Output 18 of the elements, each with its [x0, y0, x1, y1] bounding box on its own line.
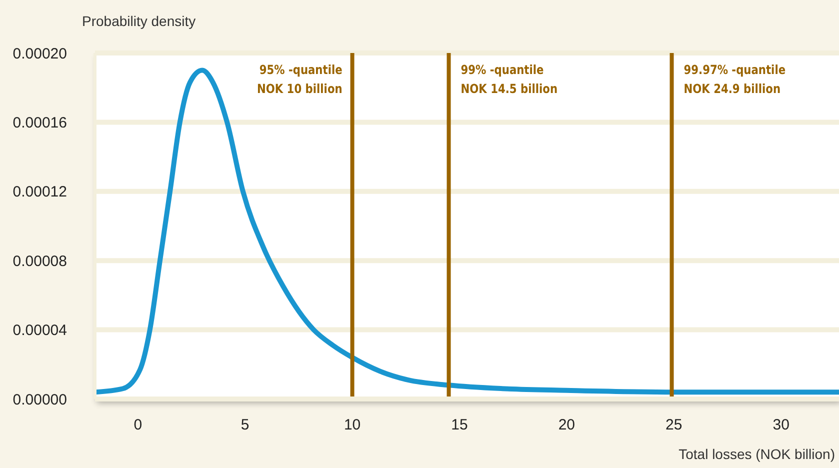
- y-tick-label: 0.00020: [12, 45, 67, 62]
- ref-line-label: 99% -quantile NOK 14.5 billion: [460, 62, 558, 96]
- ref-line-label: 95% -quantile NOK 10 billion: [256, 62, 342, 96]
- x-tick-label: 30: [772, 416, 790, 434]
- x-tick-label: 20: [558, 416, 576, 434]
- y-tick-label: 0.00004: [12, 322, 67, 340]
- x-tick-label: 10: [344, 416, 361, 434]
- y-tick-label: 0.00000: [12, 391, 67, 408]
- x-axis-title: Total losses (NOK billion): [678, 446, 835, 462]
- y-tick-label: 0.00008: [12, 252, 67, 270]
- y-tick-label: 0.00012: [12, 184, 67, 201]
- x-tick-label: 25: [666, 416, 682, 434]
- ref-line-label: 99.97% -quantile NOK 24.9 billion: [684, 62, 786, 96]
- x-tick-label: 15: [451, 416, 468, 434]
- y-tick-label: 0.00016: [12, 114, 67, 132]
- x-tick-label: 0: [134, 416, 142, 434]
- x-tick-label: 5: [240, 416, 250, 434]
- y-axis-title: Probability density: [82, 13, 196, 29]
